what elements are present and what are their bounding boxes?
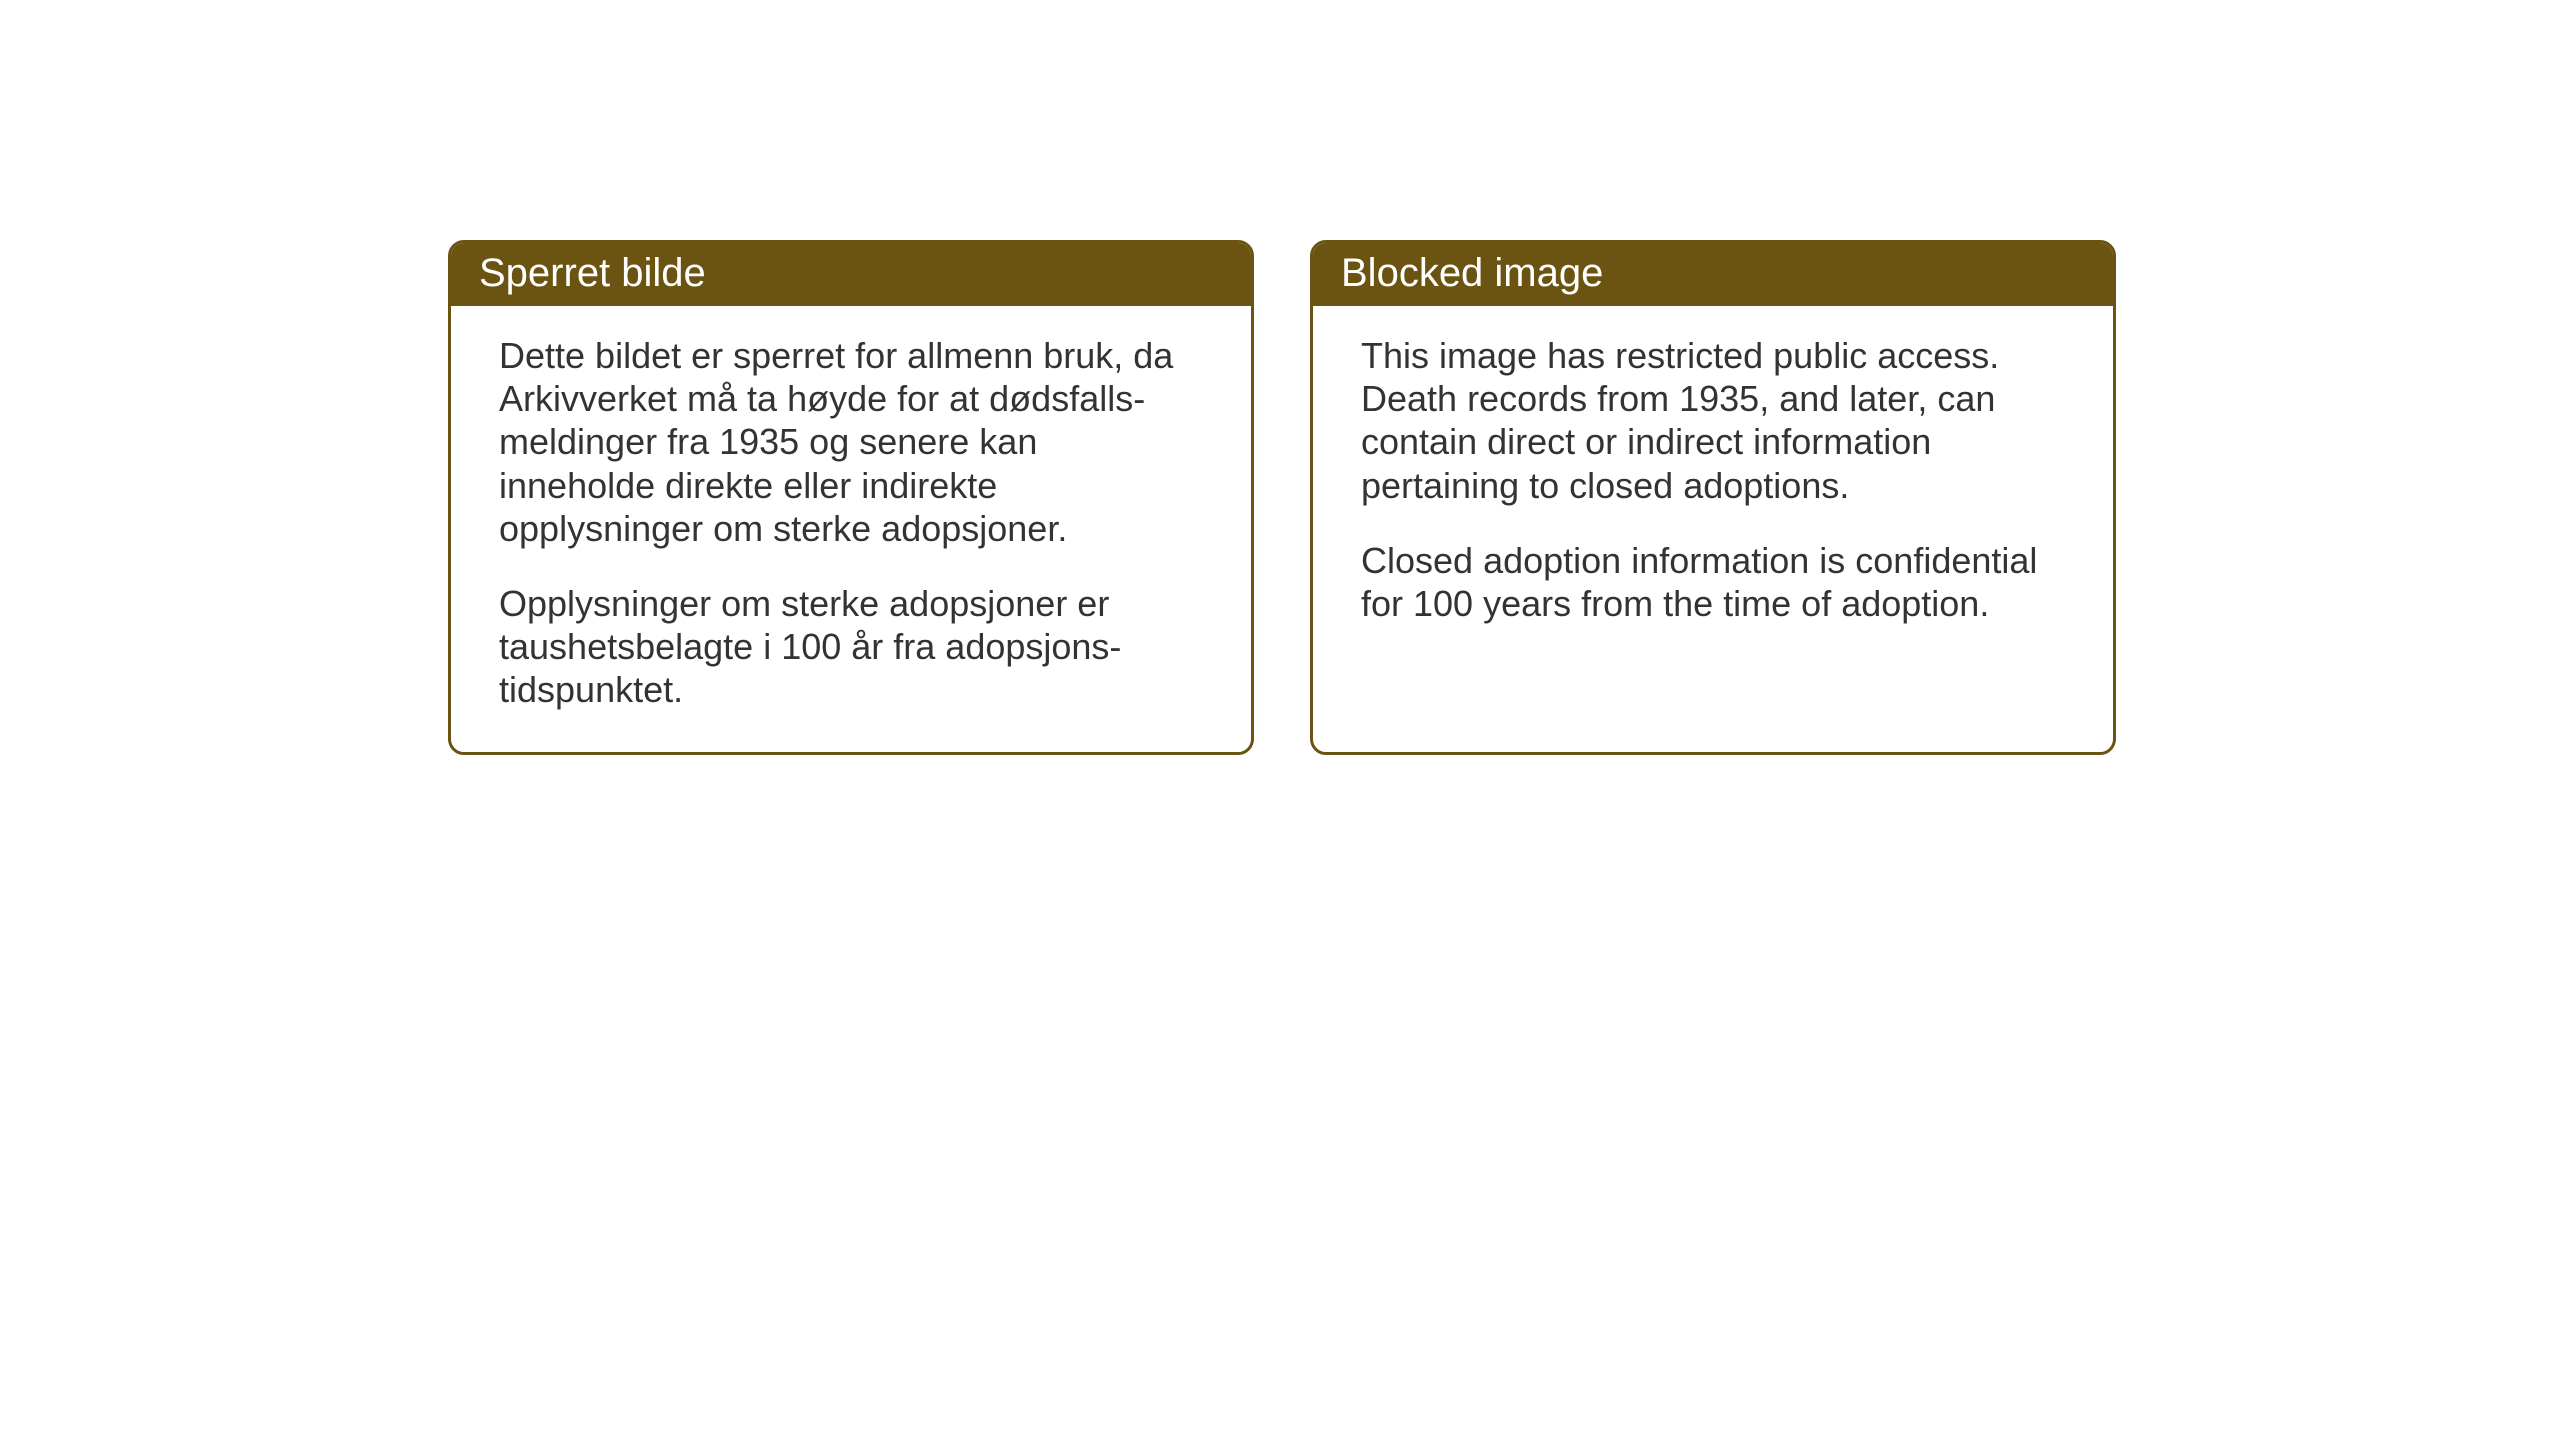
- notice-card-norwegian: Sperret bilde Dette bildet er sperret fo…: [448, 240, 1254, 755]
- notice-paragraph-2-english: Closed adoption information is confident…: [1361, 539, 2065, 625]
- notice-paragraph-2-norwegian: Opplysninger om sterke adopsjoner er tau…: [499, 582, 1203, 712]
- notice-title-english: Blocked image: [1341, 251, 2085, 296]
- notice-body-english: This image has restricted public access.…: [1313, 306, 2113, 702]
- notice-header-norwegian: Sperret bilde: [451, 243, 1251, 306]
- notice-paragraph-1-norwegian: Dette bildet er sperret for allmenn bruk…: [499, 334, 1203, 550]
- notice-body-norwegian: Dette bildet er sperret for allmenn bruk…: [451, 306, 1251, 752]
- notice-paragraph-1-english: This image has restricted public access.…: [1361, 334, 2065, 507]
- notice-card-english: Blocked image This image has restricted …: [1310, 240, 2116, 755]
- notice-header-english: Blocked image: [1313, 243, 2113, 306]
- notice-title-norwegian: Sperret bilde: [479, 251, 1223, 296]
- notice-container: Sperret bilde Dette bildet er sperret fo…: [448, 240, 2116, 755]
